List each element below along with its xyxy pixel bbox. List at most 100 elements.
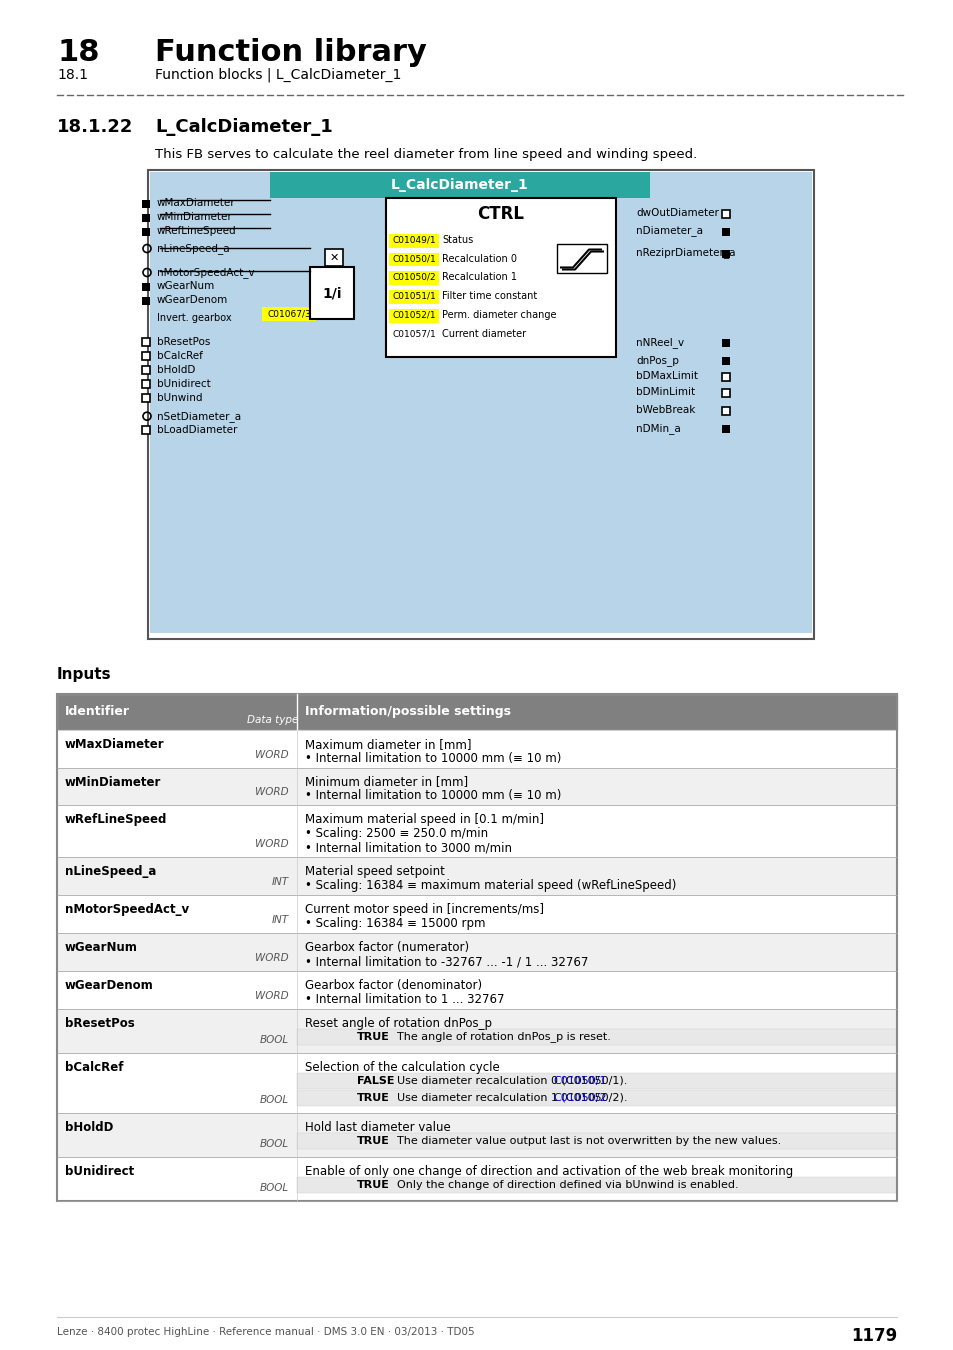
Text: BOOL: BOOL [259, 1183, 289, 1192]
Text: Gearbox factor (numerator): Gearbox factor (numerator) [305, 941, 469, 954]
Text: nLineSpeed_a: nLineSpeed_a [157, 243, 230, 254]
Text: C01050/2: C01050/2 [392, 273, 436, 282]
Text: INT: INT [272, 878, 289, 887]
Text: Current diameter: Current diameter [441, 329, 525, 339]
Text: Use diameter recalculation 0 (C01050/1).: Use diameter recalculation 0 (C01050/1). [396, 1076, 627, 1085]
FancyBboxPatch shape [270, 171, 649, 197]
Text: The diameter value output last is not overwritten by the new values.: The diameter value output last is not ov… [396, 1135, 781, 1146]
Text: wGearDenom: wGearDenom [65, 979, 153, 992]
Text: • Internal limitation to 10000 mm (≡ 10 m): • Internal limitation to 10000 mm (≡ 10 … [305, 790, 560, 802]
FancyBboxPatch shape [57, 933, 896, 971]
FancyBboxPatch shape [325, 248, 343, 266]
Text: Maximum diameter in [mm]: Maximum diameter in [mm] [305, 737, 471, 751]
Text: Hold last diameter value: Hold last diameter value [305, 1120, 450, 1134]
FancyBboxPatch shape [389, 290, 438, 304]
Text: wMinDiameter: wMinDiameter [65, 775, 161, 788]
FancyBboxPatch shape [262, 308, 315, 321]
Text: This FB serves to calculate the reel diameter from line speed and winding speed.: This FB serves to calculate the reel dia… [154, 147, 697, 161]
Text: dnPos_p: dnPos_p [636, 355, 679, 366]
Text: ✕: ✕ [329, 252, 338, 262]
Text: TRUE: TRUE [356, 1031, 390, 1042]
Text: C01067/3: C01067/3 [267, 310, 311, 319]
FancyBboxPatch shape [389, 252, 438, 266]
Text: BOOL: BOOL [259, 1095, 289, 1104]
Text: BOOL: BOOL [259, 1139, 289, 1149]
Text: wMaxDiameter: wMaxDiameter [65, 737, 165, 751]
FancyBboxPatch shape [142, 339, 150, 347]
Text: C01052/1: C01052/1 [392, 310, 436, 320]
Text: Data type: Data type [247, 714, 298, 725]
FancyBboxPatch shape [721, 339, 729, 347]
FancyBboxPatch shape [57, 1112, 896, 1157]
Text: Minimum diameter in [mm]: Minimum diameter in [mm] [305, 775, 468, 788]
Text: • Internal limitation to 10000 mm (≡ 10 m): • Internal limitation to 10000 mm (≡ 10 … [305, 752, 560, 764]
Text: bCalcRef: bCalcRef [157, 351, 203, 362]
Text: nSetDiameter_a: nSetDiameter_a [157, 410, 241, 421]
Text: wRefLineSpeed: wRefLineSpeed [65, 814, 167, 826]
Text: bResetPos: bResetPos [157, 338, 211, 347]
FancyBboxPatch shape [57, 1008, 896, 1053]
Text: bLoadDiameter: bLoadDiameter [157, 425, 237, 435]
Text: 18.1: 18.1 [57, 68, 88, 82]
Text: Lenze · 8400 protec HighLine · Reference manual · DMS 3.0 EN · 03/2013 · TD05: Lenze · 8400 protec HighLine · Reference… [57, 1327, 475, 1338]
Text: wMaxDiameter: wMaxDiameter [157, 197, 235, 208]
Text: Reset angle of rotation dnPos_p: Reset angle of rotation dnPos_p [305, 1017, 492, 1030]
Text: Current motor speed in [increments/ms]: Current motor speed in [increments/ms] [305, 903, 543, 917]
Text: Invert. gearbox: Invert. gearbox [157, 313, 232, 324]
FancyBboxPatch shape [721, 228, 729, 235]
FancyBboxPatch shape [296, 1029, 896, 1045]
Text: wMinDiameter: wMinDiameter [157, 212, 233, 221]
Text: L_CalcDiameter_1: L_CalcDiameter_1 [154, 117, 333, 136]
Text: Use diameter recalculation 1 (C01050/2).: Use diameter recalculation 1 (C01050/2). [396, 1094, 627, 1103]
Text: nMotorSpeedAct_v: nMotorSpeedAct_v [157, 267, 254, 278]
Text: Maximum material speed in [0.1 m/min]: Maximum material speed in [0.1 m/min] [305, 814, 543, 826]
FancyBboxPatch shape [57, 1053, 896, 1112]
FancyBboxPatch shape [721, 358, 729, 366]
Text: bUnidirect: bUnidirect [65, 1165, 134, 1177]
FancyBboxPatch shape [142, 213, 150, 221]
FancyBboxPatch shape [150, 171, 811, 633]
Text: WORD: WORD [255, 991, 289, 1002]
FancyBboxPatch shape [389, 271, 438, 285]
FancyBboxPatch shape [296, 1177, 896, 1192]
Text: C01057/1: C01057/1 [392, 329, 436, 339]
Text: Status: Status [441, 235, 473, 244]
FancyBboxPatch shape [389, 328, 438, 343]
FancyBboxPatch shape [57, 806, 896, 857]
Text: • Internal limitation to 1 ... 32767: • Internal limitation to 1 ... 32767 [305, 994, 504, 1006]
Text: nMotorSpeedAct_v: nMotorSpeedAct_v [65, 903, 189, 917]
FancyBboxPatch shape [721, 374, 729, 381]
Text: Gearbox factor (denominator): Gearbox factor (denominator) [305, 979, 481, 992]
Text: Recalculation 0: Recalculation 0 [441, 254, 517, 263]
Text: nReziprDiameter_a: nReziprDiameter_a [636, 247, 735, 258]
Text: C01049/1: C01049/1 [392, 235, 436, 244]
FancyBboxPatch shape [57, 1157, 896, 1200]
Text: C01050/2: C01050/2 [553, 1094, 606, 1103]
FancyBboxPatch shape [148, 170, 813, 639]
Text: Function library: Function library [154, 38, 426, 68]
FancyBboxPatch shape [57, 729, 896, 768]
Text: nNReel_v: nNReel_v [636, 338, 683, 348]
Text: bDMinLimit: bDMinLimit [636, 387, 695, 397]
Text: wGearNum: wGearNum [157, 281, 215, 292]
FancyBboxPatch shape [389, 234, 438, 247]
FancyBboxPatch shape [142, 297, 150, 305]
FancyBboxPatch shape [310, 267, 354, 320]
Text: Function blocks | L_CalcDiameter_1: Function blocks | L_CalcDiameter_1 [154, 68, 401, 82]
Text: bUnidirect: bUnidirect [157, 379, 211, 389]
FancyBboxPatch shape [142, 394, 150, 402]
FancyBboxPatch shape [57, 694, 896, 729]
FancyBboxPatch shape [296, 1089, 896, 1106]
FancyBboxPatch shape [57, 857, 896, 895]
Text: wRefLineSpeed: wRefLineSpeed [157, 225, 236, 235]
Text: Inputs: Inputs [57, 667, 112, 682]
Text: WORD: WORD [255, 787, 289, 798]
FancyBboxPatch shape [57, 971, 896, 1008]
Text: bHoldD: bHoldD [65, 1120, 113, 1134]
Text: nLineSpeed_a: nLineSpeed_a [65, 865, 156, 879]
Text: Recalculation 1: Recalculation 1 [441, 273, 517, 282]
Text: Enable of only one change of direction and activation of the web break monitorin: Enable of only one change of direction a… [305, 1165, 792, 1177]
Text: Filter time constant: Filter time constant [441, 292, 537, 301]
Text: wGearDenom: wGearDenom [157, 296, 228, 305]
Text: • Scaling: 16384 ≡ 15000 rpm: • Scaling: 16384 ≡ 15000 rpm [305, 917, 485, 930]
